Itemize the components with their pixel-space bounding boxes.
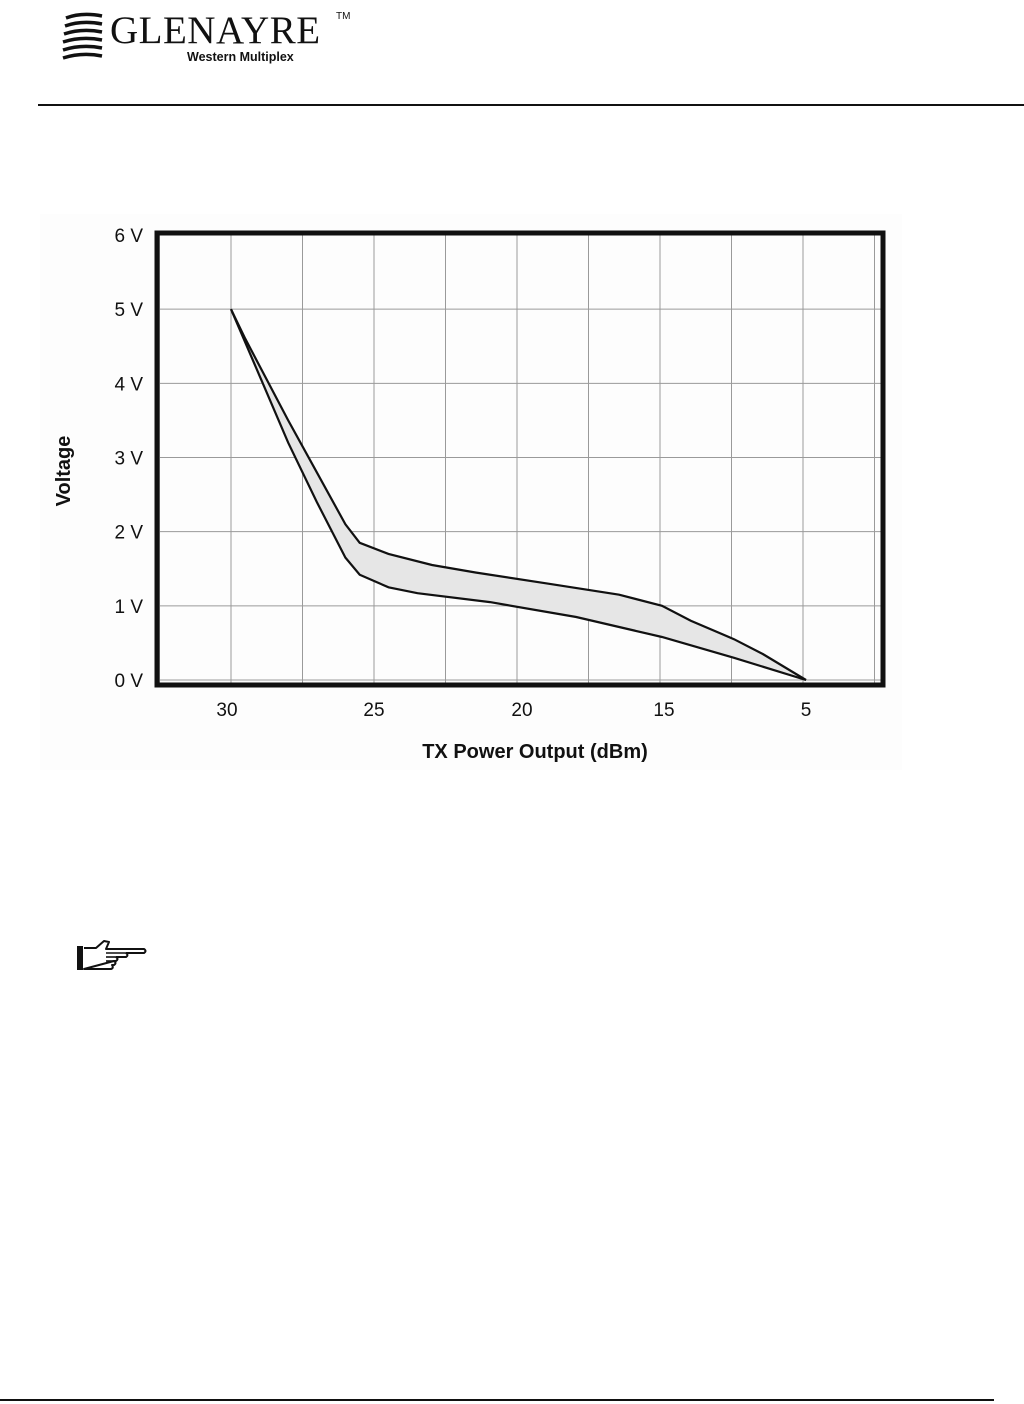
y-tick-label: 5 V — [114, 300, 143, 321]
y-tick-label: 1 V — [114, 597, 143, 618]
pointing-hand-icon — [77, 940, 147, 970]
x-tick-label: 20 — [511, 700, 532, 721]
footer-divider — [0, 1399, 994, 1401]
upper-curve-line — [230, 308, 807, 681]
glenayre-wave-logo-icon — [62, 12, 103, 60]
logo-name: GLENAYRE — [110, 9, 321, 52]
glenayre-logo: GLENAYRE TM Western Multiplex — [62, 9, 362, 70]
voltage-band-fill — [231, 309, 806, 680]
y-tick-label: 0 V — [114, 671, 143, 692]
x-tick-label: 30 — [216, 700, 237, 721]
y-tick-label: 6 V — [114, 226, 143, 247]
y-tick-label: 4 V — [114, 374, 143, 395]
chart-grid — [157, 233, 883, 685]
voltage-vs-power-chart: 0 V 1 V 2 V 3 V 4 V 5 V 6 V 30 25 20 15 5 TX Power… — [40, 214, 902, 770]
y-axis-ticks: 0 V 1 V 2 V 3 V 4 V 5 V 6 V — [114, 226, 143, 692]
lower-curve-line — [229, 308, 807, 682]
y-tick-label: 3 V — [114, 449, 143, 470]
plot-frame — [154, 230, 886, 688]
chart-svg: 0 V 1 V 2 V 3 V 4 V 5 V 6 V 30 25 20 15 5 TX Power… — [53, 226, 886, 763]
y-axis-title: Voltage — [53, 436, 75, 507]
header-divider — [38, 104, 1024, 106]
logo-trademark: TM — [336, 11, 351, 22]
x-tick-label: 5 — [801, 700, 812, 721]
x-axis-ticks: 30 25 20 15 5 — [216, 700, 811, 721]
logo-subtitle: Western Multiplex — [187, 50, 294, 64]
x-axis-title: TX Power Output (dBm) — [422, 741, 648, 763]
x-tick-label: 15 — [653, 700, 674, 721]
x-tick-label: 25 — [363, 700, 384, 721]
y-tick-label: 2 V — [114, 523, 143, 544]
